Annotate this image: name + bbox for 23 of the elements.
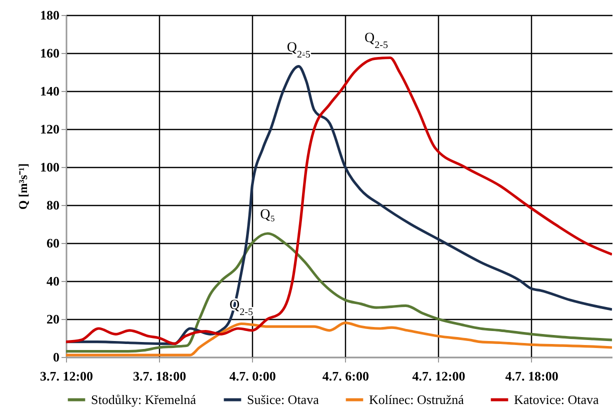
y-axis-title: Q [m³s⁻¹] [16, 163, 30, 210]
x-tick-label: 4.7. 0:00 [229, 368, 276, 384]
y-tick-label: 20 [46, 312, 60, 326]
y-tick-label: 140 [40, 84, 60, 98]
y-tick-label: 100 [40, 160, 60, 174]
y-tick-label: 0 [53, 350, 60, 364]
x-tick-label: 4.7. 6:00 [322, 368, 369, 384]
y-tick-label: 120 [40, 122, 60, 136]
y-tick-label: 60 [46, 236, 60, 250]
legend-label: Stodůlky: Křemelná [91, 392, 196, 407]
y-tick-label: 180 [40, 8, 60, 22]
x-tick-label: 3.7. 18:00 [133, 368, 186, 384]
y-tick-label: 160 [40, 46, 60, 60]
annotation: Q₅ [260, 208, 276, 222]
x-tick-label: 4.7. 12:00 [412, 368, 466, 384]
legend-label: Sušice: Otava [247, 392, 320, 407]
x-tick-label: 3.7. 12:00 [40, 368, 94, 384]
annotation: Q$_{2-5}$ [364, 30, 388, 50]
x-tick-label: 4.7. 18:00 [505, 368, 558, 384]
legend-label: Kolínec: Ostružná [369, 392, 464, 407]
y-tick-label: 80 [46, 198, 60, 212]
legend-label: Katovice: Otava [514, 392, 600, 407]
y-tick-label: 40 [46, 274, 60, 288]
